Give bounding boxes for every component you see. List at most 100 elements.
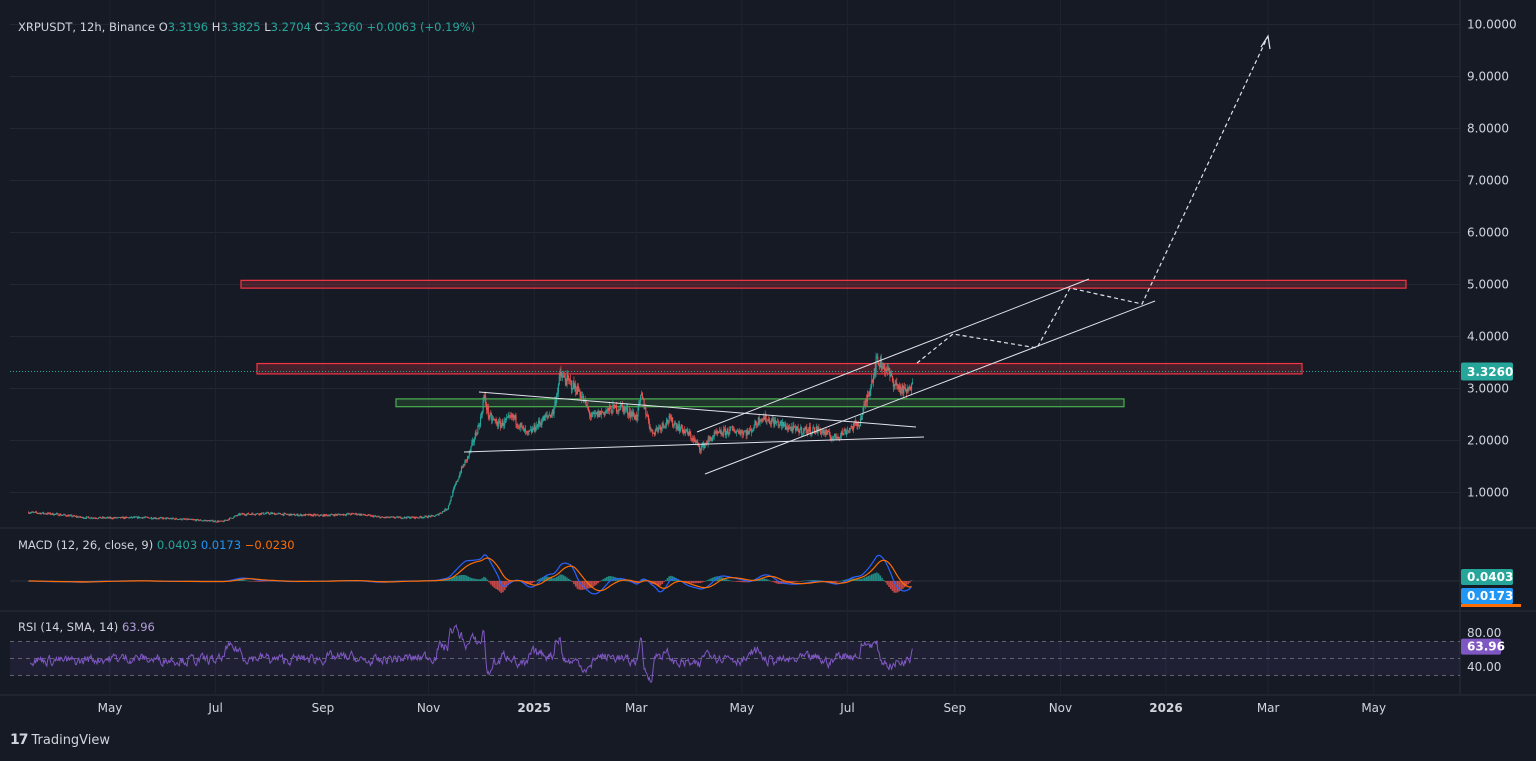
candle-body <box>193 519 195 521</box>
macd-histogram-bar <box>602 579 605 581</box>
candle-body <box>683 429 685 434</box>
candle-body <box>244 514 246 516</box>
macd-histogram-bar <box>536 579 539 581</box>
candle-body <box>418 517 420 519</box>
candle-body <box>778 424 780 427</box>
candle-body <box>834 433 836 437</box>
macd-histogram-bar <box>559 574 561 581</box>
candle-body <box>48 512 50 514</box>
candle-body <box>86 516 89 518</box>
candle-body <box>310 514 312 516</box>
candle-body <box>157 518 159 520</box>
macd-histogram-bar <box>529 581 532 584</box>
macd-histogram-bar <box>770 581 773 582</box>
candle-body <box>789 426 791 428</box>
candle-body <box>690 433 692 439</box>
candle-body <box>70 515 72 516</box>
candle-body <box>205 520 207 522</box>
candle-body <box>237 514 239 516</box>
candle-body <box>280 514 282 516</box>
candle-body <box>131 516 133 518</box>
candle-body <box>643 399 645 409</box>
candle-body <box>543 416 545 421</box>
candle-body <box>582 396 585 402</box>
trend-line <box>463 436 925 453</box>
candle-body <box>708 438 710 440</box>
candle-body <box>280 513 282 515</box>
candle-body <box>149 518 151 519</box>
candle-body <box>380 517 382 519</box>
macd-histogram-bar <box>742 581 745 583</box>
candle-body <box>902 385 904 394</box>
candle-body <box>208 520 210 521</box>
candle-body <box>184 519 186 520</box>
candle-body <box>151 518 154 520</box>
macd-histogram-bar <box>796 581 799 582</box>
candle-body <box>479 424 481 427</box>
macd-histogram-bar <box>562 575 565 581</box>
candle-body <box>133 516 135 518</box>
candle-body <box>483 395 485 401</box>
candle-body <box>496 421 498 426</box>
candle-body <box>861 414 863 420</box>
candle-body <box>33 512 35 513</box>
candle-body <box>471 442 473 447</box>
candle-body <box>633 411 635 416</box>
candle-body <box>497 425 499 427</box>
candle-body <box>461 466 463 468</box>
candle-body <box>869 390 871 396</box>
candle-body <box>370 515 372 517</box>
macd-legend[interactable]: MACD (12, 26, close, 9) 0.0403 0.0173 −0… <box>18 538 295 552</box>
candle-body <box>555 400 557 403</box>
candle-body <box>835 436 837 439</box>
candle-body <box>363 514 365 515</box>
candle-body <box>405 517 407 519</box>
candle-body <box>877 356 879 361</box>
candle-body <box>122 516 124 519</box>
macd-histogram-bar <box>443 580 445 581</box>
candle-body <box>855 421 857 423</box>
candle-body <box>378 516 380 518</box>
macd-histogram-bar <box>545 576 548 581</box>
macd-histogram-bar <box>84 581 87 582</box>
candle-body <box>501 420 503 425</box>
candle-body <box>502 420 504 426</box>
candle-body <box>312 514 315 517</box>
candle-body <box>450 496 452 502</box>
candle-body <box>720 430 722 435</box>
time-tick-label: Sep <box>312 701 335 715</box>
macd-histogram-bar <box>249 581 252 582</box>
macd-histogram-bar <box>505 581 508 588</box>
candle-body <box>434 515 437 517</box>
candle-body <box>569 379 572 382</box>
symbol-label[interactable]: XRPUSDT, 12h, Binance <box>18 20 156 34</box>
candle-body <box>447 505 450 509</box>
candle-body <box>138 516 140 519</box>
candle-body <box>799 430 801 434</box>
candle-body <box>150 517 152 519</box>
candle-body <box>344 514 347 516</box>
candle-body <box>547 415 549 417</box>
candle-body <box>383 517 385 519</box>
candle-body <box>326 514 328 516</box>
candle-body <box>639 400 641 403</box>
candle-body <box>260 513 262 515</box>
candle-body <box>146 517 148 518</box>
price-tick-label: 2.0000 <box>1467 434 1509 448</box>
candle-body <box>598 410 600 417</box>
candle-body <box>451 496 453 498</box>
candle-body <box>120 517 122 519</box>
candle-body <box>40 512 42 515</box>
candle-body <box>647 415 649 417</box>
candle-body <box>867 395 869 396</box>
candle-body <box>285 513 287 515</box>
candle-body <box>542 416 544 422</box>
candle-body <box>786 429 788 430</box>
tradingview-logo[interactable]: 17 TradingView <box>10 732 110 748</box>
candle-body <box>314 514 316 516</box>
candle-body <box>695 441 697 443</box>
candle-body <box>136 516 138 518</box>
candle-body <box>134 516 136 518</box>
rsi-legend[interactable]: RSI (14, SMA, 14) 63.96 <box>18 620 155 634</box>
